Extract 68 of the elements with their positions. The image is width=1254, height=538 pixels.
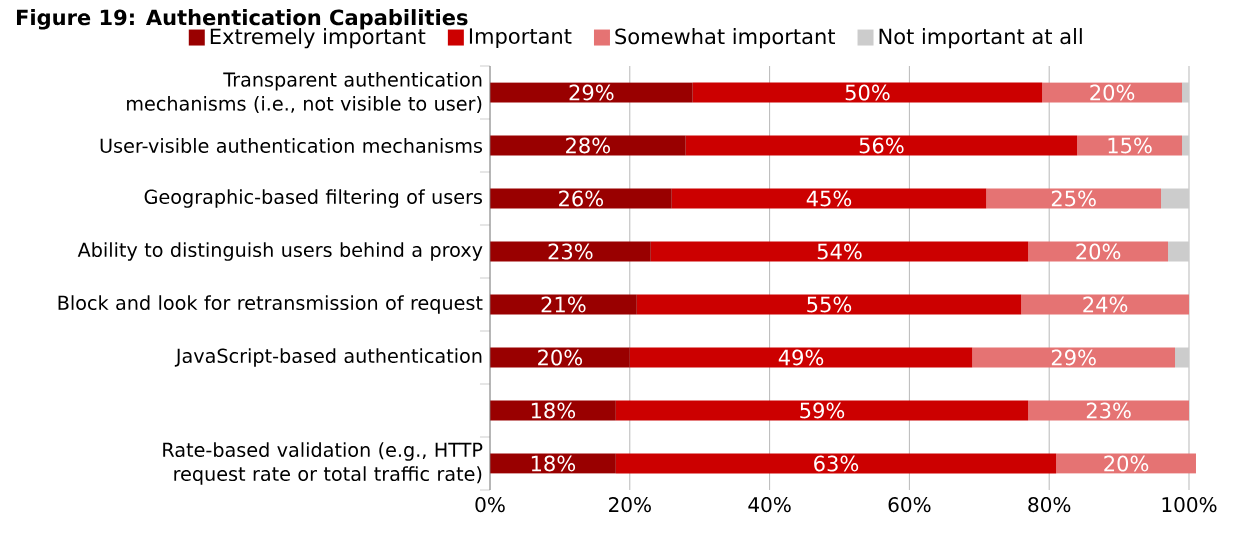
bar xyxy=(490,135,686,156)
data-label: 20% xyxy=(1104,455,1149,472)
x-tick-label: 60% xyxy=(888,497,931,513)
y-tick-label: Block and look for retransmission of request xyxy=(58,295,483,314)
x-tick-label: 100% xyxy=(1162,497,1217,513)
x-tick-label: 80% xyxy=(1028,497,1071,513)
bar xyxy=(1182,82,1189,103)
data-label: 50% xyxy=(845,84,890,101)
data-label: 20% xyxy=(1090,84,1135,101)
x-tick-label: 20% xyxy=(609,497,651,513)
data-label: 54% xyxy=(817,243,862,260)
bar xyxy=(490,294,637,315)
bar xyxy=(685,135,1078,156)
data-label: 20% xyxy=(1076,243,1121,260)
data-label: 20% xyxy=(538,349,583,366)
bar xyxy=(490,347,630,368)
data-label: 15% xyxy=(1108,137,1152,154)
y-tick-label: Rate-based validation (e.g., HTTP request rate or total traffic rate) xyxy=(163,442,483,485)
bar xyxy=(986,188,1162,209)
data-label: 28% xyxy=(566,137,611,154)
bar xyxy=(490,188,672,209)
bar xyxy=(1028,241,1169,262)
data-label: 18% xyxy=(531,455,576,472)
data-label: 26% xyxy=(559,190,604,207)
bar xyxy=(1021,294,1189,315)
data-label: 25% xyxy=(1051,190,1096,207)
data-label: 55% xyxy=(807,296,852,313)
bar xyxy=(490,400,616,421)
legend-label: Not important at all xyxy=(879,28,1082,49)
bar xyxy=(1028,400,1189,421)
data-label: 23% xyxy=(548,243,593,260)
bar xyxy=(972,347,1176,368)
data-label: 24% xyxy=(1083,296,1128,313)
data-label: 29% xyxy=(569,84,614,101)
x-tick-label: 40% xyxy=(748,497,791,513)
data-label: 56% xyxy=(859,137,904,154)
bar xyxy=(1077,135,1183,156)
bar xyxy=(615,453,1057,474)
data-label: 49% xyxy=(778,349,824,366)
bar xyxy=(615,400,1029,421)
y-tick-label: User-visible authentication mechanisms xyxy=(100,138,483,153)
data-label: 29% xyxy=(1051,349,1096,366)
bar xyxy=(1042,82,1183,103)
bar xyxy=(1168,241,1189,262)
data-label: 45% xyxy=(806,190,852,207)
legend-label: Important xyxy=(469,28,572,49)
bar xyxy=(1182,135,1189,156)
data-label: 59% xyxy=(800,402,845,419)
bar xyxy=(636,294,1022,315)
legend-label: Extremely important xyxy=(210,28,426,49)
y-tick-label: Transparent authentication mechanisms (i.e., not visible to user) xyxy=(127,71,482,114)
data-label: 21% xyxy=(541,296,586,313)
bar xyxy=(490,241,651,262)
bar xyxy=(629,347,973,368)
bar xyxy=(650,241,1029,262)
bar xyxy=(692,82,1043,103)
bar xyxy=(671,188,987,209)
legend-label: Somewhat important xyxy=(615,28,836,49)
data-label: 63% xyxy=(814,455,859,472)
x-tick-label: 0% xyxy=(475,497,505,513)
bar xyxy=(1175,347,1189,368)
bar xyxy=(490,82,693,103)
data-label: 23% xyxy=(1086,402,1131,419)
y-tick-label: Ability to distinguish users behind a proxy xyxy=(77,242,483,261)
y-tick-label: Geographic-based filtering of users xyxy=(144,189,483,208)
data-label: 18% xyxy=(531,402,576,419)
bar xyxy=(1161,188,1189,209)
y-tick-label: JavaScript-based authentication xyxy=(174,348,482,367)
